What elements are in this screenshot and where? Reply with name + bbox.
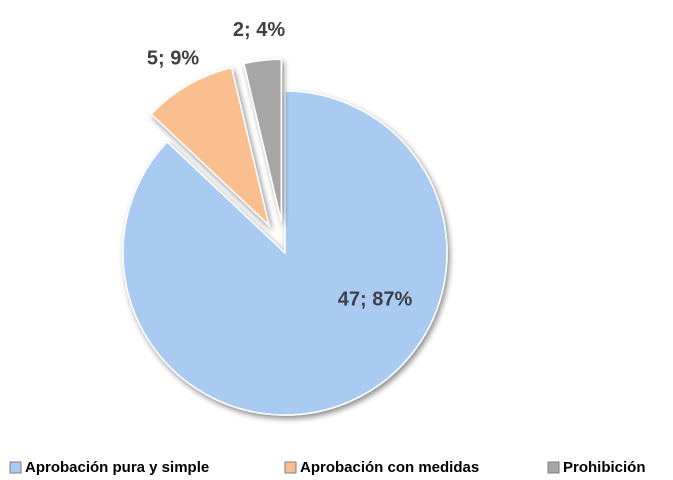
legend-label: Aprobación pura y simple [25, 459, 209, 476]
legend-label: Prohibición [563, 459, 646, 476]
pie-slice [122, 90, 448, 416]
data-label: 2; 4% [233, 19, 285, 41]
legend-swatch [547, 461, 560, 474]
pie-slice [150, 66, 271, 228]
legend-label: Aprobación con medidas [300, 459, 479, 476]
pie-slice [243, 58, 283, 222]
data-label: 5; 9% [147, 47, 199, 69]
legend-swatch [284, 461, 297, 474]
data-label: 47; 87% [338, 288, 413, 310]
legend-swatch [9, 461, 22, 474]
